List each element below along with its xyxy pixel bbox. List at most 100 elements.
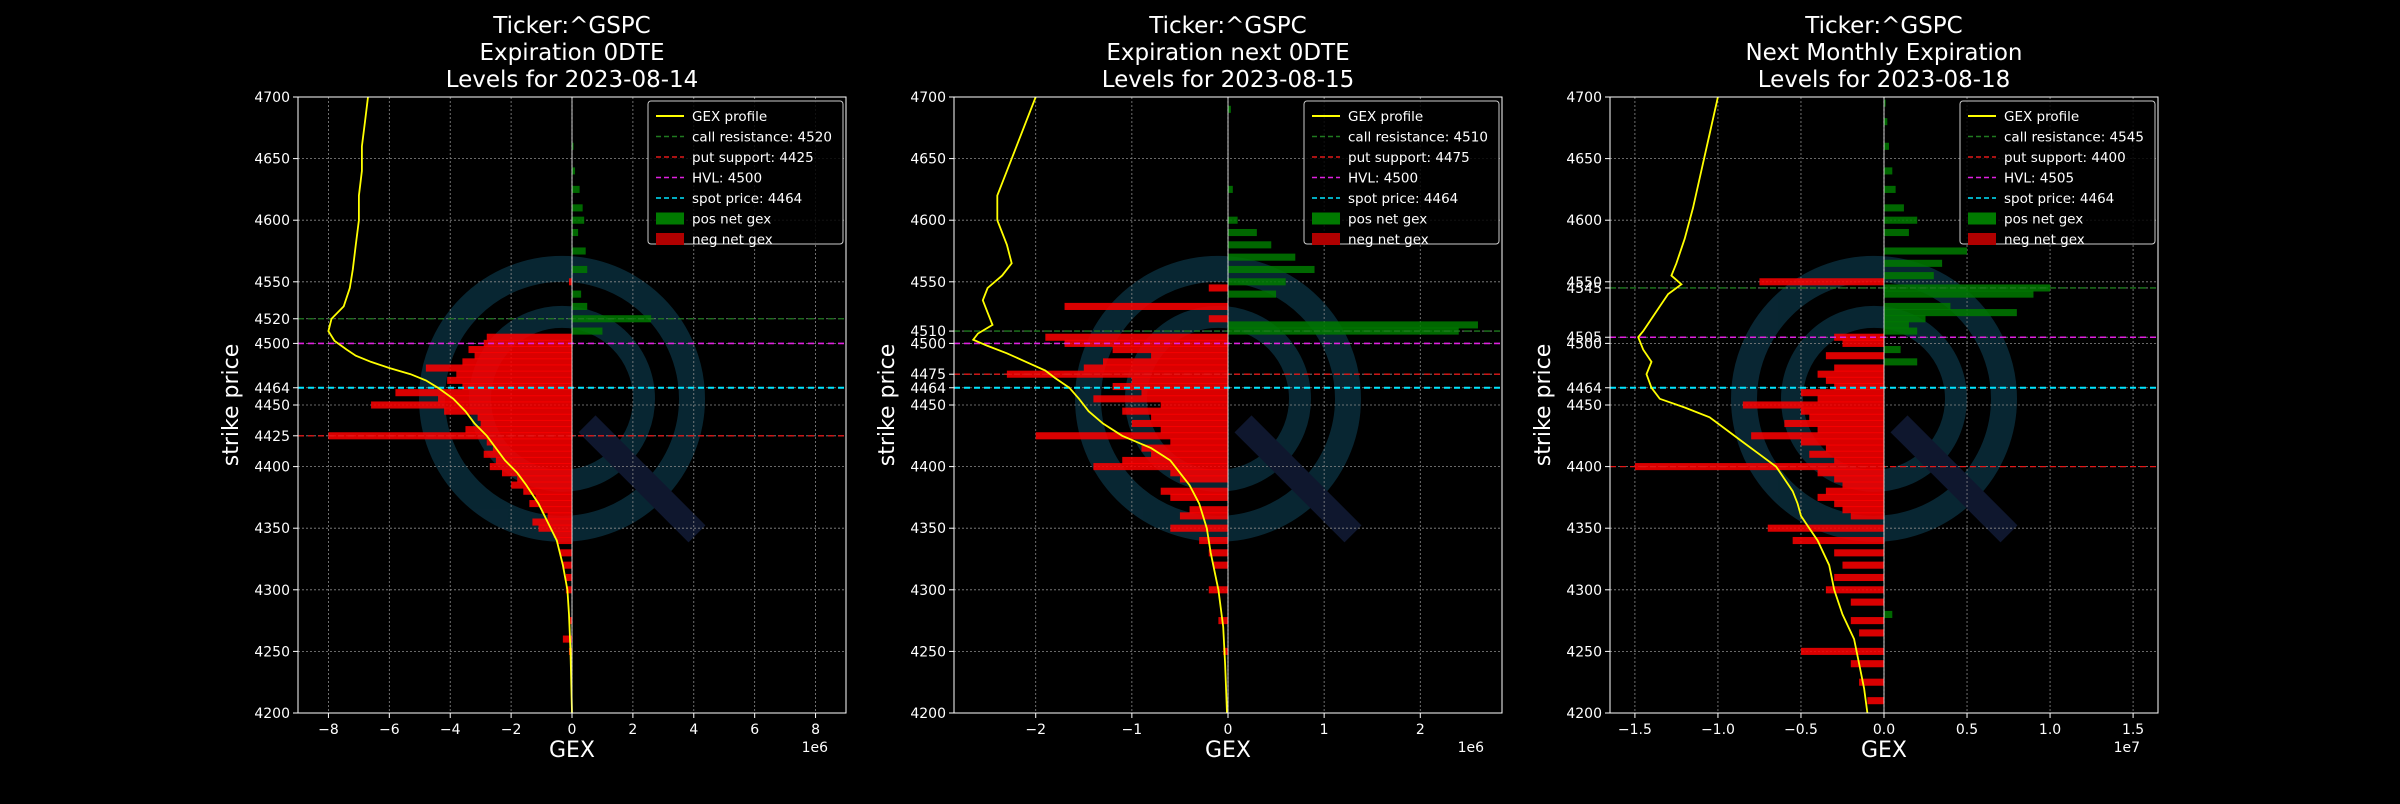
pos-gex-bar (572, 185, 580, 193)
y-tick-label: 4700 (1566, 90, 1602, 106)
neg-gex-bar (1208, 284, 1228, 292)
x-axis-label: GEX (1205, 738, 1251, 763)
pos-gex-bar (1884, 118, 1888, 126)
neg-gex-bar (438, 395, 572, 403)
neg-gex-bar (468, 346, 572, 354)
x-tick-label: 1 (1320, 722, 1329, 738)
pos-gex-bar (1884, 284, 2051, 292)
neg-gex-bar (1759, 278, 1884, 286)
pos-gex-bar (1884, 142, 1889, 150)
pos-gex-bar (1228, 327, 1459, 335)
legend-item-label: neg net gex (2004, 232, 2085, 248)
legend-item-label: pos net gex (1348, 212, 1427, 228)
pos-gex-bar (1884, 346, 1901, 354)
neg-gex-bar (523, 487, 572, 495)
neg-gex-bar (1170, 438, 1228, 446)
legend-item-label: GEX profile (2004, 109, 2079, 125)
neg-gex-bar (1035, 432, 1228, 440)
pos-gex-bar (1228, 265, 1315, 274)
chart-title-line: Ticker:^GSPC (1804, 13, 1962, 39)
legend-swatch (1968, 233, 1996, 245)
y-tick-label: 4400 (1566, 460, 1602, 476)
x-tick-label: −2 (1025, 722, 1046, 738)
x-axis-label: GEX (1861, 738, 1907, 763)
neg-gex-bar (547, 512, 572, 520)
neg-gex-bar (1834, 500, 1884, 508)
neg-gex-bar (562, 561, 572, 569)
x-tick-label: 1.0 (2039, 722, 2061, 738)
y-tick-label: 4350 (1566, 521, 1602, 537)
neg-gex-bar (1170, 524, 1228, 532)
watermark-stroke (1234, 415, 1362, 543)
y-tick-label: 4510 (910, 324, 946, 340)
neg-gex-bar (492, 444, 572, 452)
neg-gex-bar (565, 586, 572, 594)
neg-gex-bar (1825, 376, 1884, 384)
neg-gex-bar (1160, 487, 1228, 495)
neg-gex-bar (1834, 573, 1884, 582)
neg-gex-bar (395, 389, 572, 397)
neg-gex-bar (486, 438, 572, 446)
x-tick-label: −1.5 (1618, 722, 1652, 738)
pos-gex-bar (1228, 216, 1238, 224)
neg-gex-bar (1208, 549, 1228, 557)
neg-gex-bar (1817, 370, 1884, 378)
legend-item-label: neg net gex (1348, 232, 1429, 248)
gex-profile-line (971, 97, 1228, 713)
neg-gex-bar (474, 352, 572, 360)
legend-item-label: spot price: 4464 (1348, 191, 1458, 207)
neg-gex-bar (1103, 358, 1228, 366)
neg-gex-bar (1850, 598, 1884, 606)
y-tick-label: 4300 (1566, 583, 1602, 599)
neg-gex-bar (1825, 352, 1884, 360)
neg-gex-bar (1867, 697, 1884, 705)
y-tick-label: 4464 (910, 381, 946, 397)
neg-gex-bar (1179, 475, 1228, 483)
x-axis-label: GEX (549, 738, 595, 763)
y-tick-label: 4545 (1566, 281, 1602, 297)
neg-gex-bar (1842, 506, 1884, 514)
neg-gex-bar (1122, 407, 1228, 415)
neg-gex-bar (1834, 364, 1884, 372)
x-tick-label: 6 (750, 722, 759, 738)
x-tick-label: −8 (318, 722, 339, 738)
pos-gex-bar (1884, 321, 1909, 329)
chart-title-line: Expiration next 0DTE (1106, 40, 1349, 66)
neg-gex-bar (462, 382, 572, 391)
x-tick-label: −6 (379, 722, 400, 738)
neg-gex-bar (517, 475, 572, 483)
legend-item-label: HVL: 4500 (1348, 171, 1418, 187)
neg-gex-bar (1834, 549, 1884, 557)
y-tick-label: 4200 (910, 706, 946, 722)
x-scale-label: 1e6 (1458, 740, 1485, 756)
x-tick-label: 2 (1416, 722, 1425, 738)
neg-gex-bar (511, 481, 572, 489)
legend-item-label: GEX profile (1348, 109, 1423, 125)
legend-item-label: put support: 4400 (2004, 150, 2126, 166)
pos-gex-bar (1228, 228, 1257, 237)
neg-gex-bar (1179, 512, 1228, 520)
neg-gex-bar (1800, 438, 1884, 446)
neg-gex-bar (1093, 395, 1228, 403)
neg-gex-bar (1809, 413, 1884, 421)
neg-gex-bar (1842, 561, 1884, 569)
y-tick-label: 4700 (910, 90, 946, 106)
neg-gex-bar (1064, 302, 1228, 310)
neg-gex-bar (1170, 493, 1228, 501)
pos-gex-bar (1228, 185, 1233, 193)
neg-gex-bar (529, 500, 572, 508)
y-tick-label: 4450 (254, 398, 290, 414)
pos-gex-bar (572, 265, 588, 274)
neg-gex-bar (486, 333, 572, 341)
chart-title-line: Next Monthly Expiration (1745, 40, 2022, 66)
pos-gex-bar (1228, 105, 1231, 113)
pos-gex-bar (572, 228, 579, 237)
neg-gex-bar (1850, 512, 1884, 520)
pos-gex-bar (1228, 241, 1272, 249)
x-scale-label: 1e7 (2114, 740, 2140, 756)
pos-gex-bar (1884, 610, 1893, 618)
y-tick-label: 4450 (1566, 398, 1602, 414)
neg-gex-bar (1112, 382, 1228, 391)
neg-gex-bar (568, 278, 572, 286)
neg-gex-bar (465, 426, 572, 434)
